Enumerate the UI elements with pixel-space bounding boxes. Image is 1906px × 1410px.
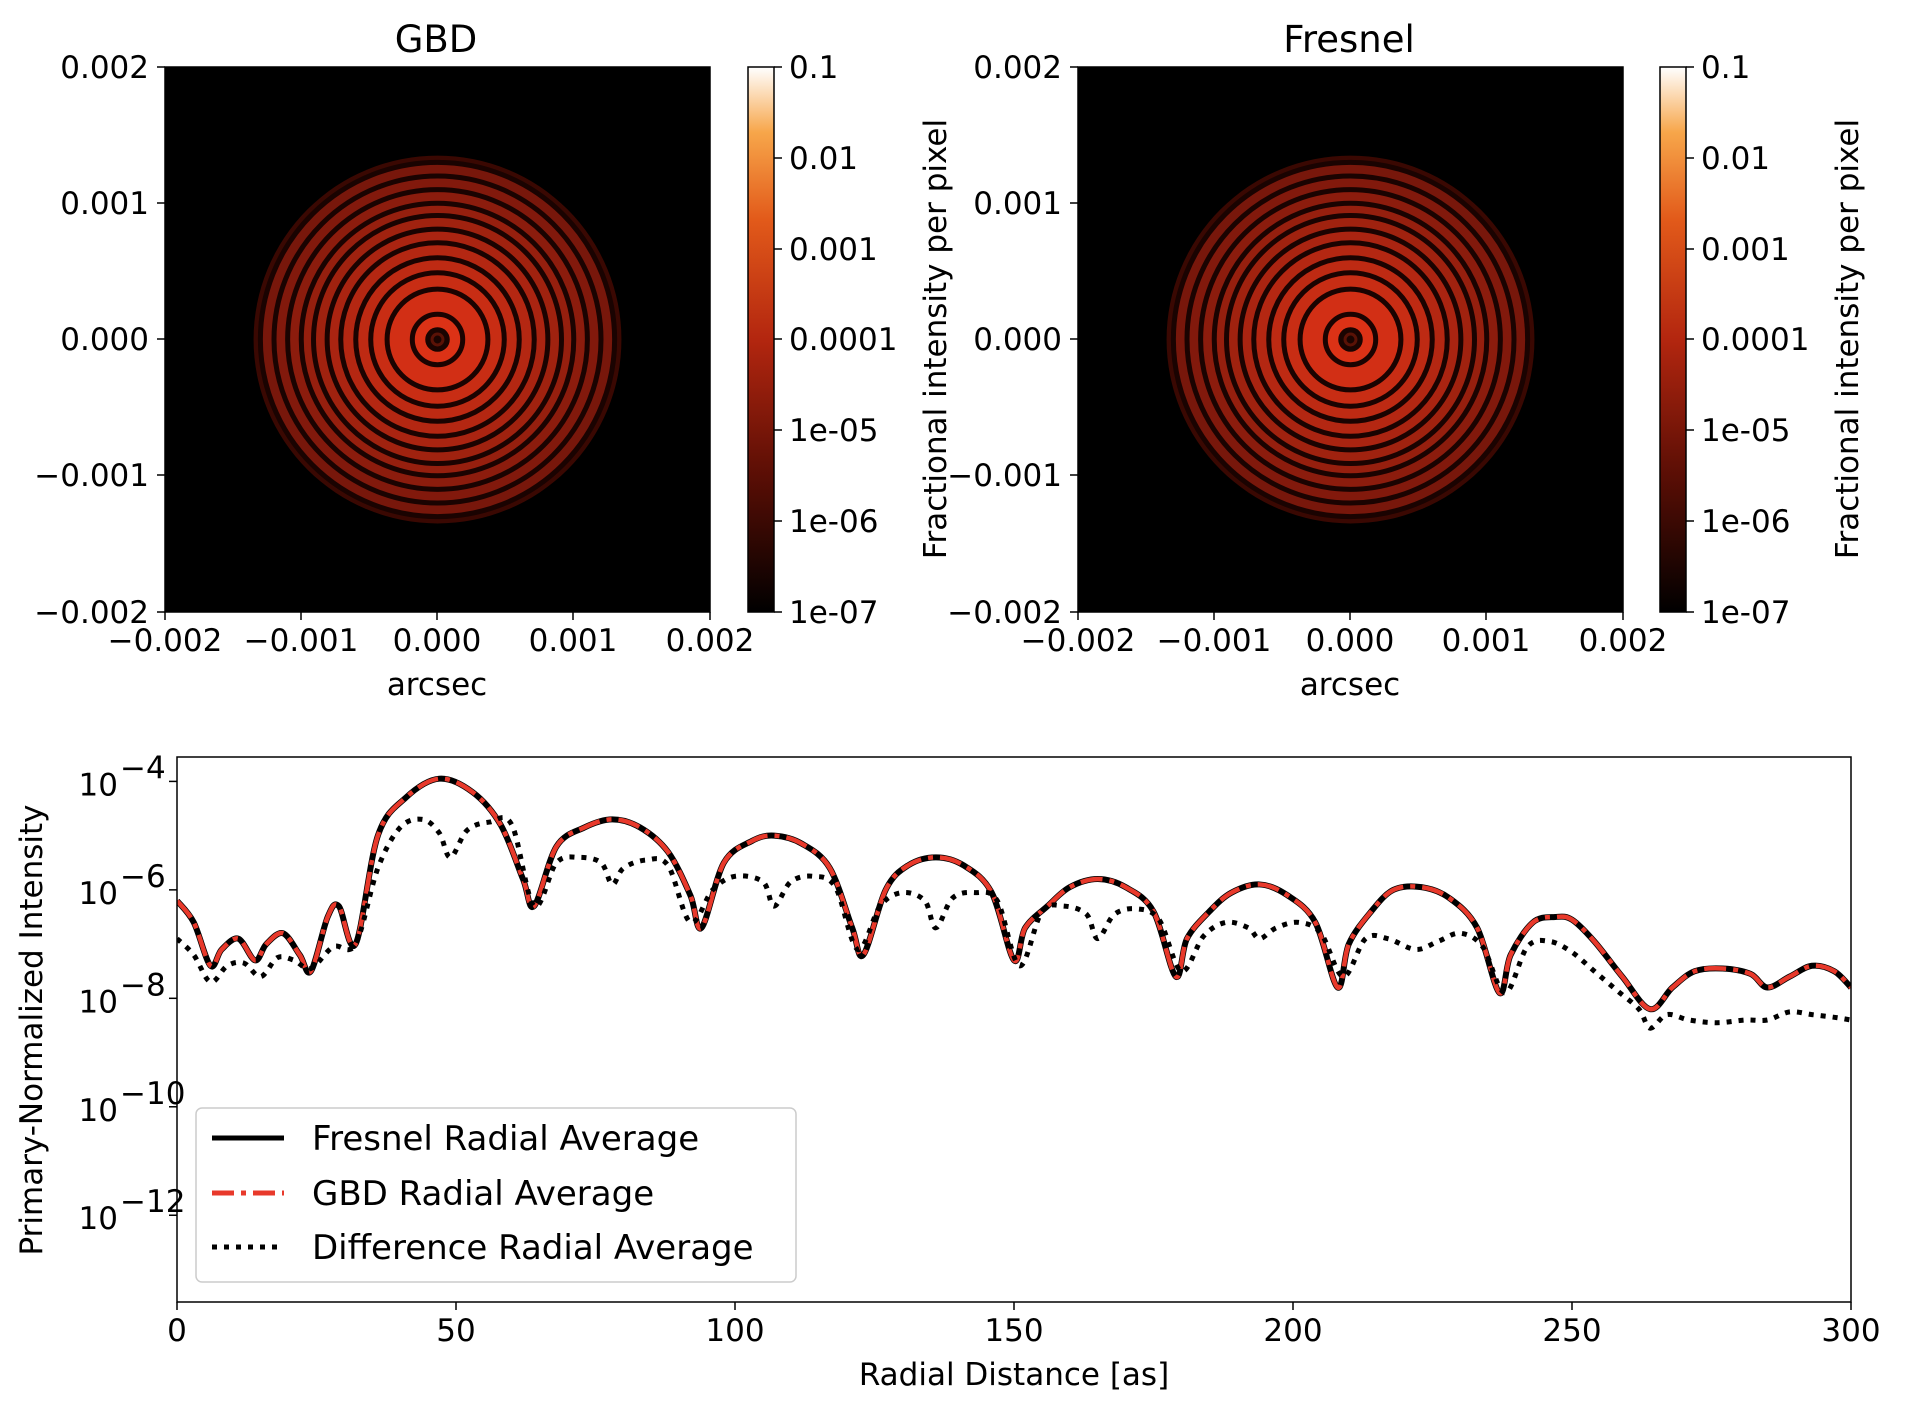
y-tick-label: −0.001 bbox=[947, 458, 1062, 494]
airy-core-ring bbox=[1343, 332, 1358, 347]
colorbar-tick-label: 0.0001 bbox=[1701, 322, 1809, 358]
y-tick-label: 0.000 bbox=[60, 322, 149, 358]
heatmap-panel-gbd: GBD 0.002 0.001 0.000 −0.001 −0.002 −0.0… bbox=[34, 18, 954, 703]
airy-ring-pattern bbox=[253, 155, 622, 524]
y-tick-exponent: −12 bbox=[120, 1184, 185, 1220]
y-tick-label: 0.002 bbox=[973, 50, 1062, 86]
y-tick: 10 −6 bbox=[79, 859, 177, 912]
y-tick-label: −0.002 bbox=[947, 595, 1062, 631]
x-axis: −0.002 −0.001 0.000 0.001 0.002 arcsec bbox=[1021, 612, 1668, 703]
x-tick-label: 150 bbox=[984, 1313, 1043, 1349]
y-tick-label: 10 bbox=[79, 767, 118, 803]
colorbar-tick-label: 1e-07 bbox=[789, 595, 878, 631]
colorbar-tick-label: 0.001 bbox=[1701, 232, 1790, 268]
heatmap-panel-fresnel: Fresnel 0.002 0.001 0.000 −0.001 −0.002 … bbox=[947, 18, 1866, 703]
x-tick-label: 0.000 bbox=[393, 623, 482, 659]
y-tick-label: 0.001 bbox=[973, 186, 1062, 222]
legend: Fresnel Radial Average GBD Radial Averag… bbox=[195, 1107, 797, 1283]
x-tick-label: 100 bbox=[705, 1313, 764, 1349]
y-tick-exponent: −4 bbox=[120, 750, 166, 786]
y-tick-label: 0.000 bbox=[973, 322, 1062, 358]
y-tick: 10 −4 bbox=[79, 750, 177, 803]
airy-core-ring bbox=[430, 332, 445, 347]
colorbar-tick-label: 0.01 bbox=[1701, 141, 1770, 177]
y-tick: 10 −12 bbox=[79, 1184, 186, 1237]
x-tick-label: 50 bbox=[436, 1313, 475, 1349]
x-axis-label: Radial Distance [as] bbox=[859, 1357, 1169, 1393]
colorbar-tick-label: 1e-06 bbox=[1701, 504, 1790, 540]
x-tick-label: 0.001 bbox=[529, 623, 618, 659]
x-axis-label: arcsec bbox=[387, 667, 487, 703]
airy-core bbox=[425, 327, 450, 352]
y-axis-label: Primary-Normalized Intensity bbox=[14, 804, 50, 1255]
x-tick-label: −0.001 bbox=[244, 623, 359, 659]
colorbar-tick-label: 0.001 bbox=[789, 232, 878, 268]
y-tick-exponent: −6 bbox=[120, 859, 166, 895]
x-axis: −0.002 −0.001 0.000 0.001 0.002 arcsec bbox=[108, 612, 755, 703]
colorbar-tick-label: 1e-06 bbox=[789, 504, 878, 540]
gbd-line bbox=[177, 776, 1851, 1012]
x-tick-label: 0.002 bbox=[1579, 623, 1668, 659]
y-axis: 0.002 0.001 0.000 −0.001 −0.002 bbox=[947, 50, 1078, 631]
colorbar-tick-label: 1e-07 bbox=[1701, 595, 1790, 631]
legend-label: GBD Radial Average bbox=[312, 1174, 654, 1214]
y-tick-label: −0.002 bbox=[34, 595, 149, 631]
colorbar-label: Fractional intensity per pixel bbox=[1830, 119, 1866, 559]
colorbar-tick-label: 0.1 bbox=[789, 50, 838, 86]
colorbar: 0.1 0.01 0.001 0.0001 1e-05 1e-06 1e-07 … bbox=[1659, 50, 1866, 631]
radial-profile-plot: 10 −4 10 −6 10 −8 10 −10 10 −12 bbox=[14, 750, 1881, 1393]
legend-label: Fresnel Radial Average bbox=[312, 1119, 699, 1159]
y-tick: 10 −8 bbox=[79, 967, 177, 1020]
y-tick-exponent: −8 bbox=[120, 967, 166, 1003]
y-tick-label: 0.001 bbox=[60, 186, 149, 222]
x-tick-label: 0.001 bbox=[1442, 623, 1531, 659]
y-axis: 0.002 0.001 0.000 −0.001 −0.002 bbox=[34, 50, 165, 631]
colorbar-gradient bbox=[747, 66, 775, 613]
y-tick-label: 10 bbox=[79, 876, 118, 912]
colorbar-tick-label: 0.0001 bbox=[789, 322, 897, 358]
airy-ring-pattern bbox=[1166, 155, 1535, 524]
colorbar-tick-label: 0.01 bbox=[789, 141, 858, 177]
legend-box bbox=[195, 1107, 797, 1283]
x-tick-label: −0.002 bbox=[1021, 623, 1136, 659]
y-axis: 10 −4 10 −6 10 −8 10 −10 10 −12 bbox=[79, 750, 186, 1237]
y-tick-label: 10 bbox=[79, 984, 118, 1020]
x-tick-label: −0.001 bbox=[1157, 623, 1272, 659]
y-tick-label: −0.001 bbox=[34, 458, 149, 494]
y-tick-label: 10 bbox=[79, 1201, 118, 1237]
x-tick-label: 0.002 bbox=[666, 623, 755, 659]
colorbar: 0.1 0.01 0.001 0.0001 1e-05 1e-06 1e-07 … bbox=[747, 50, 954, 631]
heatmap-title: Fresnel bbox=[1283, 18, 1415, 61]
x-axis: 0 50 100 150 200 250 300 Radial Distance… bbox=[167, 1302, 1881, 1393]
airy-core bbox=[1338, 327, 1363, 352]
heatmap-title: GBD bbox=[395, 18, 478, 61]
x-tick-label: 300 bbox=[1821, 1313, 1880, 1349]
colorbar-gradient bbox=[1659, 66, 1687, 613]
colorbar-label: Fractional intensity per pixel bbox=[918, 119, 954, 559]
x-tick-label: 250 bbox=[1542, 1313, 1601, 1349]
y-tick-exponent: −10 bbox=[120, 1076, 185, 1112]
y-tick: 10 −10 bbox=[79, 1076, 186, 1129]
x-tick-label: 200 bbox=[1263, 1313, 1322, 1349]
colorbar-tick-label: 1e-05 bbox=[789, 413, 878, 449]
colorbar-tick-label: 0.1 bbox=[1701, 50, 1750, 86]
colorbar-tick-label: 1e-05 bbox=[1701, 413, 1790, 449]
y-tick-label: 10 bbox=[79, 1093, 118, 1129]
x-tick-label: −0.002 bbox=[108, 623, 223, 659]
x-tick-label: 0.000 bbox=[1306, 623, 1395, 659]
series-group bbox=[177, 775, 1851, 1031]
y-tick-label: 0.002 bbox=[60, 50, 149, 86]
x-axis-label: arcsec bbox=[1300, 667, 1400, 703]
x-tick-label: 0 bbox=[167, 1313, 187, 1349]
legend-label: Difference Radial Average bbox=[312, 1228, 754, 1268]
